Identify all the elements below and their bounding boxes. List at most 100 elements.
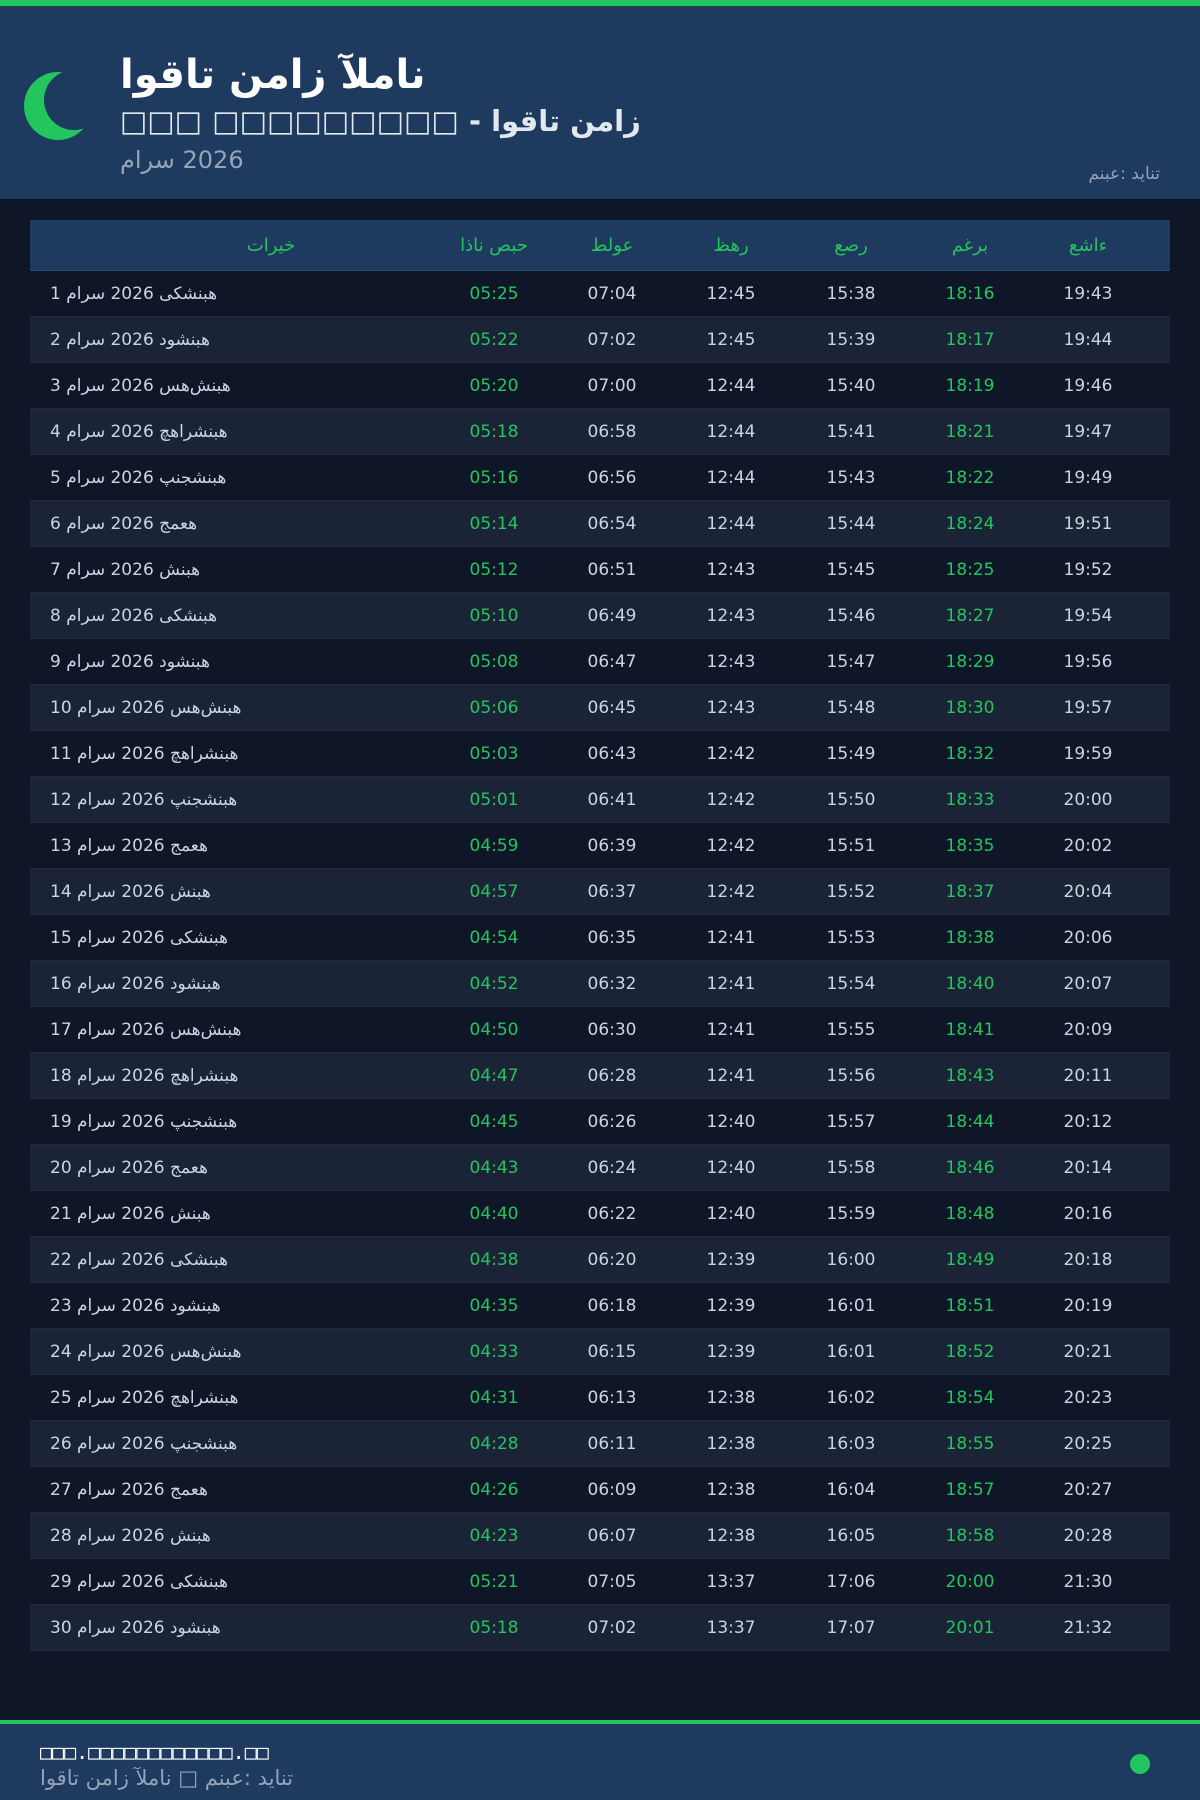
cell-date: 16 مارس 2026 دوشنبه [50, 973, 221, 994]
cell-fajr: 04:47 [469, 1065, 519, 1086]
cell-date: 20 مارس 2026 جمعه [50, 1157, 208, 1178]
cell-sunrise: 06:47 [587, 651, 637, 672]
cell-sunrise: 06:32 [587, 973, 637, 994]
cell-sunrise: 06:49 [587, 605, 637, 626]
cell-isha: 20:21 [1063, 1341, 1113, 1362]
cell-isha: 20:06 [1063, 927, 1113, 948]
page-subtitle: □□□ □□□□□□□□□ - اوقات نماز [120, 104, 641, 138]
cell-fajr: 04:57 [469, 881, 519, 902]
cell-fajr: 05:14 [469, 513, 519, 534]
column-header-fajr: اذان صبح [460, 234, 528, 256]
cell-maghrib: 18:24 [945, 513, 995, 534]
cell-maghrib: 18:32 [945, 743, 995, 764]
cell-fajr: 04:40 [469, 1203, 519, 1224]
cell-isha: 20:19 [1063, 1295, 1113, 1316]
cell-sunrise: 06:37 [587, 881, 637, 902]
table-row: 1 مارس 2026 یکشنبه 05:25 07:04 12:45 15:38 18… [30, 271, 1170, 317]
cell-sunrise: 06:56 [587, 467, 637, 488]
cell-maghrib: 18:40 [945, 973, 995, 994]
cell-isha: 19:44 [1063, 329, 1113, 350]
cell-isha: 21:30 [1063, 1571, 1113, 1592]
cell-dhuhr: 12:40 [706, 1203, 756, 1224]
cell-dhuhr: 12:38 [706, 1479, 756, 1500]
column-header-isha: عشاء [1068, 234, 1108, 256]
cell-asr: 15:43 [826, 467, 876, 488]
cell-isha: 20:12 [1063, 1111, 1113, 1132]
table-row: 29 مارس 2026 یکشنبه 05:21 07:05 13:37 17:06 2… [30, 1559, 1170, 1605]
cell-dhuhr: 12:42 [706, 743, 756, 764]
cell-maghrib: 18:57 [945, 1479, 995, 1500]
cell-fajr: 04:50 [469, 1019, 519, 1040]
cell-dhuhr: 12:44 [706, 467, 756, 488]
cell-maghrib: 18:35 [945, 835, 995, 856]
table-row: 19 مارس 2026 پنجشنبه 04:45 06:26 12:40 15:57… [30, 1099, 1170, 1145]
cell-date: 12 مارس 2026 پنجشنبه [50, 789, 238, 810]
cell-sunrise: 06:13 [587, 1387, 637, 1408]
cell-date: 22 مارس 2026 یکشنبه [50, 1249, 228, 1270]
cell-sunrise: 06:35 [587, 927, 637, 948]
cell-asr: 16:05 [826, 1525, 876, 1546]
cell-dhuhr: 12:41 [706, 1019, 756, 1040]
cell-dhuhr: 13:37 [706, 1571, 756, 1592]
cell-asr: 17:07 [826, 1617, 876, 1638]
cell-date: 21 مارس 2026 شنبه [50, 1203, 211, 1224]
table-row: 2 مارس 2026 دوشنبه 05:22 07:02 12:45 15:39 18… [30, 317, 1170, 363]
cell-asr: 16:03 [826, 1433, 876, 1454]
status-dot-icon [1130, 1754, 1150, 1774]
cell-date: 1 مارس 2026 یکشنبه [50, 283, 218, 304]
cell-asr: 15:40 [826, 375, 876, 396]
table-row: 28 مارس 2026 شنبه 04:23 06:07 12:38 16:05 18:… [30, 1513, 1170, 1559]
table-row: 3 مارس 2026 سه‌شنبه 05:20 07:00 12:44 15:40 1… [30, 363, 1170, 409]
cell-asr: 16:02 [826, 1387, 876, 1408]
table-row: 30 مارس 2026 دوشنبه 05:18 07:02 13:37 17:07 2… [30, 1605, 1170, 1651]
cell-asr: 15:51 [826, 835, 876, 856]
cell-sunrise: 06:54 [587, 513, 637, 534]
table-row: 24 مارس 2026 سه‌شنبه 04:33 06:15 12:39 16:01… [30, 1329, 1170, 1375]
table-row: 14 مارس 2026 شنبه 04:57 06:37 12:42 15:52 18:… [30, 869, 1170, 915]
cell-sunrise: 06:20 [587, 1249, 637, 1270]
cell-asr: 15:58 [826, 1157, 876, 1178]
prayer-times-table: تاریخ اذان صبح طلوع ظهر عصر مغرب عشاء 1 مارس 2… [30, 220, 1170, 1651]
cell-maghrib: 18:27 [945, 605, 995, 626]
cell-maghrib: 18:37 [945, 881, 995, 902]
cell-fajr: 05:06 [469, 697, 519, 718]
table-row: 8 مارس 2026 یکشنبه 05:10 06:49 12:43 15:46 18… [30, 593, 1170, 639]
table-row: 10 مارس 2026 سه‌شنبه 05:06 06:45 12:43 15:48… [30, 685, 1170, 731]
cell-sunrise: 06:07 [587, 1525, 637, 1546]
cell-isha: 19:54 [1063, 605, 1113, 626]
column-header-asr: عصر [834, 234, 868, 256]
cell-isha: 19:56 [1063, 651, 1113, 672]
table-row: 25 مارس 2026 چهارشنبه 04:31 06:13 12:38 16:0… [30, 1375, 1170, 1421]
cell-date: 6 مارس 2026 جمعه [50, 513, 198, 534]
cell-date: 11 مارس 2026 چهارشنبه [50, 743, 239, 764]
cell-maghrib: 18:22 [945, 467, 995, 488]
cell-dhuhr: 12:40 [706, 1111, 756, 1132]
cell-sunrise: 06:26 [587, 1111, 637, 1132]
cell-asr: 15:50 [826, 789, 876, 810]
cell-fajr: 04:54 [469, 927, 519, 948]
cell-fajr: 05:10 [469, 605, 519, 626]
cell-maghrib: 18:25 [945, 559, 995, 580]
page-footer: □□□.□□□□□□□□□□□□.□□ اوقات نماز آلمان □ م… [0, 1724, 1200, 1800]
cell-dhuhr: 12:41 [706, 1065, 756, 1086]
cell-isha: 20:11 [1063, 1065, 1113, 1086]
cell-dhuhr: 12:39 [706, 1249, 756, 1270]
cell-date: 3 مارس 2026 سه‌شنبه [50, 375, 231, 396]
cell-fajr: 05:18 [469, 421, 519, 442]
cell-fajr: 05:20 [469, 375, 519, 396]
cell-date: 8 مارس 2026 یکشنبه [50, 605, 218, 626]
cell-asr: 15:59 [826, 1203, 876, 1224]
table-row: 6 مارس 2026 جمعه 05:14 06:54 12:44 15:44 18:2… [30, 501, 1170, 547]
cell-fajr: 05:12 [469, 559, 519, 580]
cell-asr: 15:56 [826, 1065, 876, 1086]
cell-maghrib: 18:44 [945, 1111, 995, 1132]
cell-date: 2 مارس 2026 دوشنبه [50, 329, 210, 350]
cell-asr: 16:04 [826, 1479, 876, 1500]
cell-date: 28 مارس 2026 شنبه [50, 1525, 211, 1546]
cell-isha: 21:32 [1063, 1617, 1113, 1638]
cell-fajr: 04:43 [469, 1157, 519, 1178]
cell-dhuhr: 12:42 [706, 789, 756, 810]
footer-url[interactable]: □□□.□□□□□□□□□□□□.□□ [40, 1740, 269, 1764]
cell-sunrise: 06:51 [587, 559, 637, 580]
month-label: مارس 2026 [120, 146, 244, 174]
